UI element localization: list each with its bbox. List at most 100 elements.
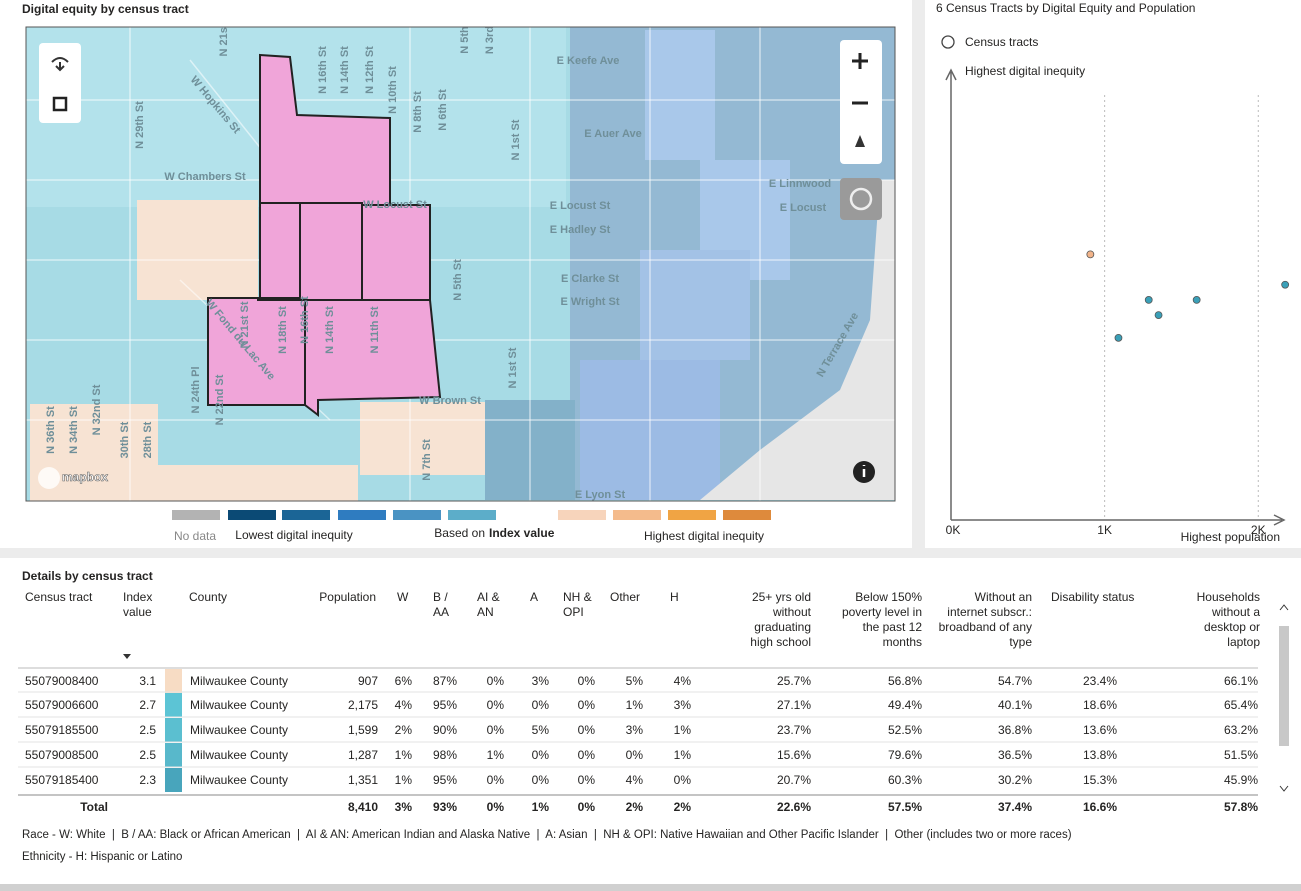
table-cell: Milwaukee County bbox=[190, 674, 289, 688]
table-cell: 55079008500 bbox=[25, 748, 99, 762]
table-cell: 3% bbox=[625, 723, 643, 737]
table-cell: 0% bbox=[486, 674, 504, 688]
reset-button[interactable] bbox=[840, 178, 882, 220]
street-label: N 16th St bbox=[299, 296, 311, 344]
column-header[interactable]: Disability status bbox=[1051, 590, 1135, 604]
column-header[interactable]: Population bbox=[319, 590, 376, 604]
sort-indicator[interactable] bbox=[123, 654, 131, 659]
column-header[interactable]: 25+ yrs old without graduating high scho… bbox=[750, 590, 811, 649]
street-label: N 29th St bbox=[134, 101, 146, 149]
column-header[interactable]: Below 150% poverty level in the past 12 … bbox=[841, 590, 922, 649]
data-point bbox=[1114, 333, 1123, 342]
table-cell: 98% bbox=[432, 748, 457, 762]
map-tool-buttons[interactable] bbox=[39, 43, 81, 123]
street-label: E Keefe Ave bbox=[557, 55, 620, 67]
street-label: E Lyon St bbox=[575, 489, 626, 501]
street-label: N 21st St bbox=[239, 301, 251, 348]
scatter-legend: Census tracts bbox=[965, 35, 1038, 49]
table-title: Details by census tract bbox=[22, 569, 153, 583]
street-label: N 18th St bbox=[277, 306, 289, 354]
column-header[interactable]: H bbox=[670, 590, 679, 604]
legend-swatch bbox=[338, 510, 386, 520]
table-cell: 1% bbox=[394, 773, 412, 787]
column-header[interactable]: AI & AN bbox=[477, 590, 500, 619]
legend-swatch bbox=[558, 510, 606, 520]
column-header[interactable]: Without an internet subscr.: broadband o… bbox=[938, 590, 1032, 649]
table-cell: Milwaukee County bbox=[190, 773, 289, 787]
table-cell: 25.7% bbox=[776, 674, 811, 688]
x-axis-label: Highest population bbox=[1181, 530, 1280, 544]
street-label: N 11th St bbox=[369, 306, 381, 353]
scrollbar[interactable] bbox=[1279, 604, 1289, 792]
column-header[interactable]: Households without a desktop or laptop bbox=[1196, 590, 1260, 649]
column-header[interactable]: NH & OPI bbox=[563, 590, 592, 619]
legend-swatch bbox=[723, 510, 771, 520]
table-cell: Milwaukee County bbox=[190, 723, 289, 737]
total-cell: 57.8% bbox=[1223, 800, 1258, 814]
table-cell: 0% bbox=[673, 773, 691, 787]
street-label: E Locust bbox=[780, 202, 827, 214]
compass-icon[interactable] bbox=[855, 135, 865, 147]
street-label: N 14th St bbox=[324, 306, 336, 354]
table-cell: 63.2% bbox=[1223, 723, 1258, 737]
footnote: Ethnicity - H: Hispanic or Latino bbox=[22, 851, 183, 863]
table-cell: 4% bbox=[394, 698, 412, 712]
street-label: E Locust St bbox=[550, 200, 611, 212]
data-point bbox=[1086, 250, 1095, 259]
map-legend: No data Lowest digital inequity Based on… bbox=[172, 510, 771, 543]
mapbox-logo bbox=[38, 467, 60, 489]
x-tick-label: 2K bbox=[1251, 523, 1266, 537]
table-cell: 18.6% bbox=[1082, 698, 1117, 712]
table-cell: 3.1 bbox=[139, 674, 156, 688]
street-label: N 24th Pl bbox=[190, 366, 202, 413]
street-label: N 1st St bbox=[507, 347, 519, 388]
column-header[interactable]: W bbox=[397, 590, 409, 604]
table-cell: 15.6% bbox=[776, 748, 811, 762]
column-header[interactable]: Census tract bbox=[25, 590, 93, 604]
footnote: Race - W: White | B / AA: Black or Afric… bbox=[22, 829, 1072, 841]
table-cell: 6% bbox=[394, 674, 412, 688]
table-cell: 55079185500 bbox=[25, 723, 99, 737]
street-label: N 8th St bbox=[412, 91, 424, 133]
data-point bbox=[1281, 280, 1290, 289]
total-cell: 0% bbox=[577, 800, 595, 814]
table-cell: 36.8% bbox=[997, 723, 1032, 737]
column-header[interactable]: Other bbox=[610, 590, 641, 604]
table-cell: 1% bbox=[673, 723, 691, 737]
street-label: 28th St bbox=[142, 421, 154, 458]
data-point bbox=[1154, 311, 1163, 319]
street-label: N 14th St bbox=[339, 46, 351, 94]
column-header[interactable]: Index value bbox=[123, 590, 153, 619]
table-cell: 0% bbox=[577, 748, 595, 762]
legend-measure: Index value bbox=[489, 526, 555, 540]
axis bbox=[951, 514, 1286, 526]
table-cell: 56.8% bbox=[887, 674, 922, 688]
total-cell: 8,410 bbox=[347, 800, 378, 814]
legend-swatch bbox=[448, 510, 496, 520]
table-cell: 0% bbox=[625, 748, 643, 762]
total-cell: 2% bbox=[673, 800, 691, 814]
table-cell: 0% bbox=[577, 698, 595, 712]
column-header[interactable]: County bbox=[189, 590, 228, 604]
table-cell: 5% bbox=[625, 674, 643, 688]
index-swatch bbox=[165, 743, 182, 767]
selected-tracts bbox=[207, 53, 442, 418]
zoom-in-icon[interactable] bbox=[852, 53, 868, 69]
table-cell: 0% bbox=[486, 723, 504, 737]
legend-swatch bbox=[613, 510, 661, 520]
street-label: E Hadley St bbox=[550, 224, 611, 236]
legend-low: Lowest digital inequity bbox=[235, 528, 352, 542]
map-region bbox=[640, 250, 750, 360]
table-cell: 23.4% bbox=[1082, 674, 1117, 688]
column-header[interactable]: A bbox=[530, 590, 539, 604]
table-cell: 13.6% bbox=[1082, 723, 1117, 737]
column-header[interactable]: B / AA bbox=[433, 590, 450, 619]
rotate-icon bbox=[51, 57, 69, 72]
table-cell: 907 bbox=[357, 674, 378, 688]
table-cell: 1% bbox=[625, 698, 643, 712]
table-lines bbox=[18, 667, 1258, 796]
table-cell: 45.9% bbox=[1223, 773, 1258, 787]
table-cell: 2% bbox=[394, 723, 412, 737]
